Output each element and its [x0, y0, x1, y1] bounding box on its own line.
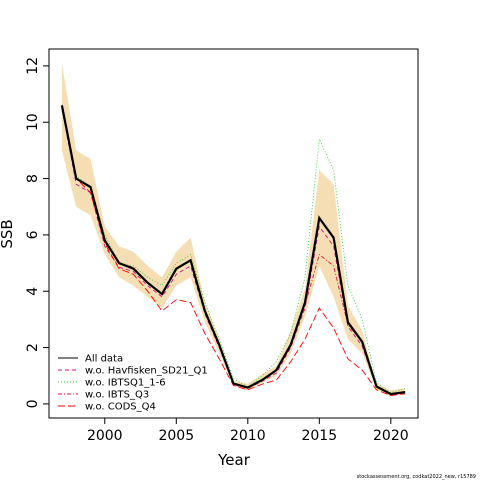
y-axis-title: SSB — [0, 219, 16, 248]
legend-label-1: w.o. Havfisken_SD21_Q1 — [85, 366, 208, 377]
x-tick-label: 2020 — [373, 428, 409, 444]
legend-label-4: w.o. CODS_Q4 — [85, 402, 156, 413]
series-lines-layer — [60, 105, 406, 396]
legend-label-2: w.o. IBTSQ1_1-6 — [85, 378, 166, 389]
y-tick-label: 12 — [25, 57, 41, 75]
y-tick-label: 4 — [25, 287, 41, 296]
y-axis: 0 2 4 6 8 10 12 — [25, 57, 49, 408]
y-tick-label: 0 — [25, 399, 41, 408]
plot-frame — [48, 48, 419, 419]
x-tick-label: 2015 — [301, 428, 337, 444]
series-line-2 — [61, 110, 406, 394]
series-line-0 — [60, 105, 406, 396]
legend-label-3: w.o. IBTS_Q3 — [85, 390, 149, 401]
footnote: stockassessment.org, codkat2022_new, r15… — [357, 474, 476, 480]
y-tick-label: 6 — [25, 230, 41, 239]
x-tick-label: 2005 — [158, 428, 194, 444]
legend-label-0: All data — [85, 354, 123, 365]
confidence-band-layer — [61, 63, 406, 396]
confidence-band — [61, 63, 406, 396]
x-tick-label: 2010 — [230, 428, 266, 444]
x-axis-title: Year — [217, 451, 251, 469]
x-tick-label: 2000 — [87, 428, 123, 444]
y-tick-label: 8 — [25, 174, 41, 183]
y-tick-label: 2 — [25, 343, 41, 352]
x-axis: 2000 2005 2010 2015 2020 — [87, 418, 409, 444]
series-line-4 — [61, 105, 406, 396]
y-tick-label: 10 — [25, 113, 41, 131]
